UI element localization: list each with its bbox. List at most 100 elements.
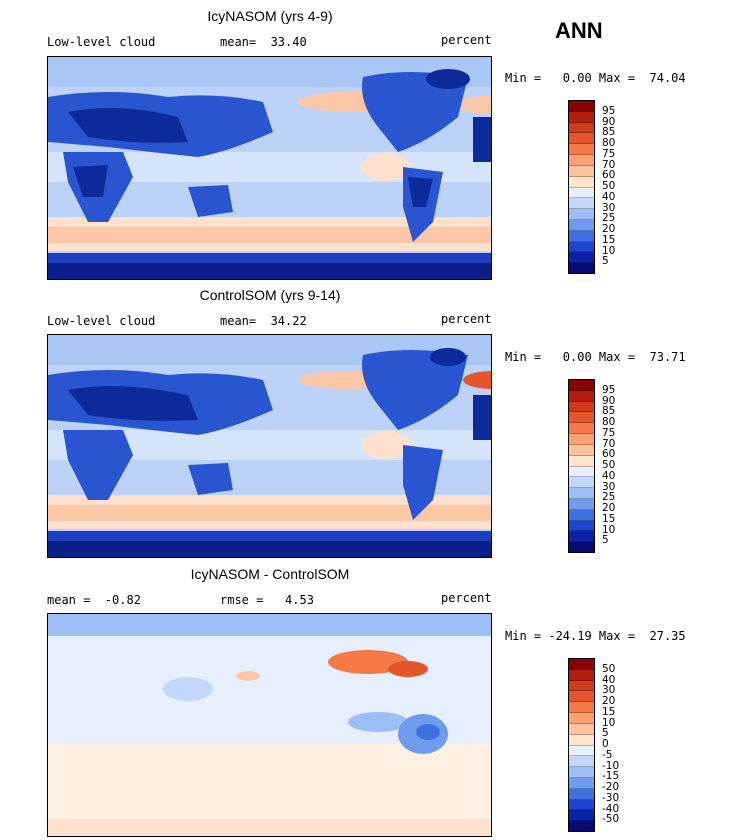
colorbar-tick-label: 90 [602, 394, 616, 407]
colorbar-tick-label: 15 [602, 233, 616, 246]
colorbar-segment [569, 444, 594, 456]
colorbar-segment [569, 713, 594, 724]
panel3-colorbar [568, 658, 595, 832]
colorbar-segment [569, 488, 594, 499]
colorbar-tick-label: 95 [602, 104, 616, 117]
colorbar-tick-label: 80 [602, 416, 616, 428]
colorbar-tick-label: 10 [602, 244, 616, 257]
colorbar-tick-label: 5 [602, 727, 609, 740]
colorbar-segment [569, 209, 594, 220]
colorbar-segment [569, 702, 594, 714]
colorbar-segment [569, 380, 594, 391]
panel2-title: ControlSOM (yrs 9-14) [199, 287, 341, 303]
colorbar-tick-label: 0 [602, 738, 609, 750]
colorbar-segment [569, 723, 594, 735]
colorbar-tick-label: -50 [602, 813, 620, 826]
panel3-title: IcyNASOM - ControlSOM [190, 566, 350, 582]
colorbar-segment [569, 542, 594, 552]
colorbar-tick-label: 20 [602, 695, 616, 707]
season-label: ANN [555, 18, 603, 43]
colorbar-tick-label: 85 [602, 405, 616, 418]
colorbar-tick-label: 5 [602, 255, 609, 268]
colorbar-segment [569, 401, 594, 413]
panel3-units-label: percent [441, 591, 492, 605]
colorbar-tick-label: 95 [602, 383, 616, 396]
colorbar-tick-label: 30 [602, 201, 616, 214]
colorbar-segment [569, 509, 594, 521]
colorbar-tick-label: 50 [602, 459, 616, 471]
colorbar-tick-label: 80 [602, 137, 616, 149]
panel2-colorbar-labels: 95 90 85 80 75 70 60 50 40 30 25 20 15 10 5 [602, 379, 642, 551]
colorbar-segment [569, 659, 594, 670]
panel3-mean-label: mean = -0.82 [47, 593, 141, 607]
panel2-map [47, 334, 492, 558]
panel1-colorbar-labels: 95 90 85 80 75 70 60 50 40 30 25 20 15 10 5 [602, 100, 642, 272]
panel1-units-label: percent [441, 33, 492, 47]
colorbar-tick-label: 10 [602, 523, 616, 536]
colorbar-segment [569, 810, 594, 822]
colorbar-segment [569, 241, 594, 253]
panel3-rmse-label: rmse = 4.53 [220, 593, 314, 607]
colorbar-tick-label: 40 [602, 469, 616, 482]
colorbar-segment [569, 788, 594, 800]
colorbar-tick-label: 30 [602, 480, 616, 493]
panel1-map [47, 56, 492, 280]
colorbar-tick-label: 20 [602, 223, 616, 235]
colorbar-segment [569, 520, 594, 532]
colorbar-tick-label: 40 [602, 190, 616, 203]
panel1-variable-label: Low-level cloud [47, 35, 156, 49]
panel2-variable-label: Low-level cloud [47, 314, 156, 328]
colorbar-segment [569, 734, 594, 746]
colorbar-segment [569, 777, 594, 789]
colorbar-tick-label: -15 [602, 770, 620, 783]
colorbar-tick-label: -40 [602, 802, 620, 815]
colorbar-segment [569, 466, 594, 478]
colorbar-tick-label: 15 [602, 705, 616, 718]
colorbar-segment [569, 198, 594, 210]
colorbar-segment [569, 799, 594, 811]
colorbar-tick-label: -30 [602, 791, 620, 804]
colorbar-tick-label: 10 [602, 716, 616, 729]
panel3-map [47, 613, 492, 837]
panel1-colorbar [568, 100, 595, 274]
colorbar-tick-label: 50 [602, 180, 616, 192]
panel3-minmax: Min = -24.19 Max = 27.35 [505, 629, 686, 643]
colorbar-segment [569, 133, 594, 145]
colorbar-tick-label: -10 [602, 759, 620, 772]
colorbar-segment [569, 745, 594, 757]
colorbar-segment [569, 434, 594, 445]
panel3-colorbar-labels: 50 40 30 20 15 10 5 0 -5 -10 -15 -20 -30 -40 -50 [602, 658, 642, 830]
colorbar-tick-label: 15 [602, 512, 616, 525]
colorbar-segment [569, 219, 594, 231]
colorbar-segment [569, 767, 594, 778]
panel1-map-field [48, 57, 491, 279]
colorbar-tick-label: 85 [602, 126, 616, 139]
colorbar-tick-label: 60 [602, 448, 616, 461]
panel2-units-label: percent [441, 312, 492, 326]
colorbar-segment [569, 531, 594, 543]
colorbar-tick-label: -20 [602, 781, 620, 793]
colorbar-segment [569, 187, 594, 199]
panel1-mean-label: mean= 33.40 [220, 35, 307, 49]
colorbar-segment [569, 122, 594, 134]
colorbar-segment [569, 155, 594, 166]
colorbar-segment [569, 111, 594, 123]
colorbar-tick-label: 90 [602, 115, 616, 128]
colorbar-segment [569, 263, 594, 273]
colorbar-segment [569, 412, 594, 424]
panel3-map-field [48, 614, 491, 836]
panel2-minmax: Min = 0.00 Max = 73.71 [505, 350, 686, 364]
colorbar-segment [569, 252, 594, 264]
panel2-map-field [48, 335, 491, 557]
colorbar-segment [569, 821, 594, 831]
colorbar-tick-label: 75 [602, 147, 616, 160]
colorbar-tick-label: 40 [602, 673, 616, 686]
colorbar-segment [569, 165, 594, 177]
colorbar-segment [569, 680, 594, 692]
colorbar-tick-label: 50 [602, 662, 616, 675]
panel2-colorbar [568, 379, 595, 553]
colorbar-tick-label: 70 [602, 158, 616, 171]
colorbar-segment [569, 691, 594, 703]
colorbar-segment [569, 423, 594, 435]
colorbar-tick-label: -5 [602, 748, 613, 761]
